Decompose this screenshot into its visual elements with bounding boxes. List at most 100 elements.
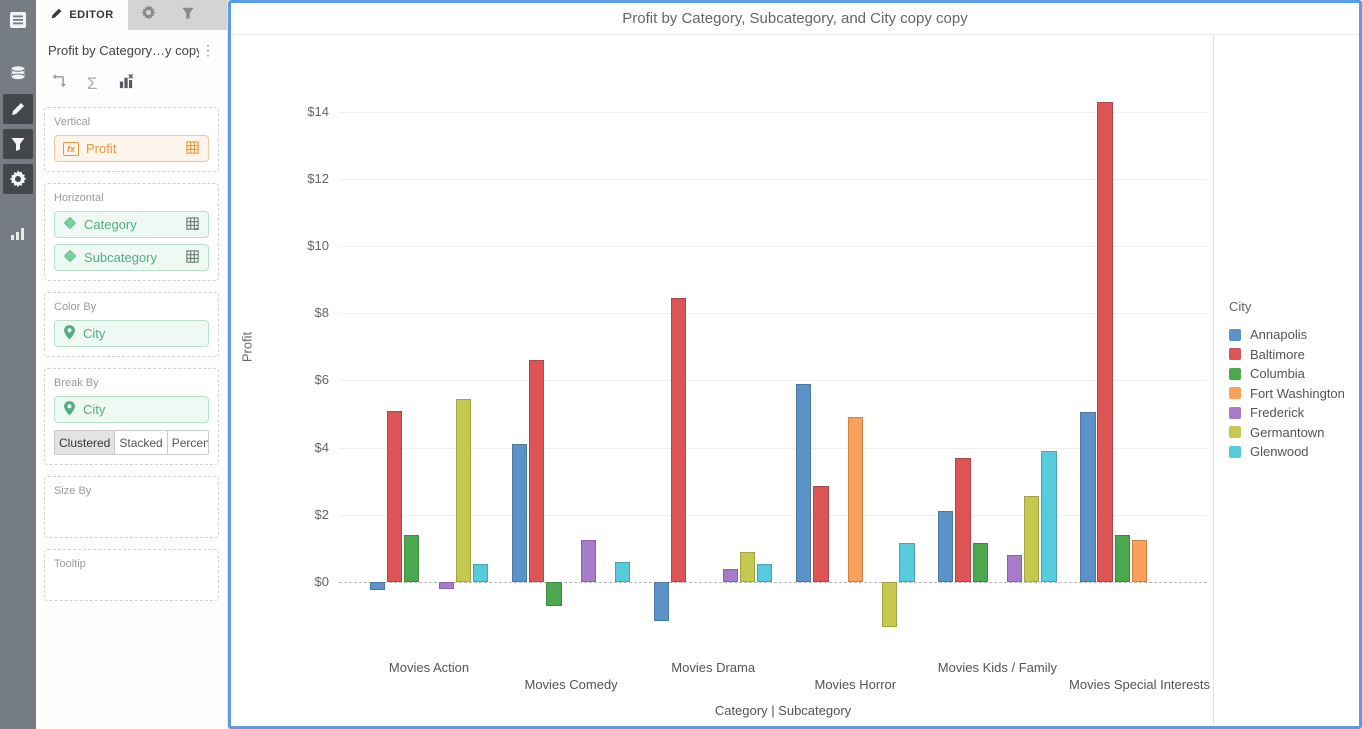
- x-axis-category-label: Movies Comedy: [524, 677, 618, 692]
- bar-germantown[interactable]: [455, 398, 472, 582]
- section-color-by: Color By City: [44, 292, 219, 357]
- mode-clustered-button[interactable]: Clustered: [55, 431, 116, 454]
- x-axis-category-label: Movies Action: [388, 660, 470, 675]
- bar-baltimore[interactable]: [671, 298, 687, 582]
- settings-gear-icon[interactable]: [3, 164, 33, 194]
- rerun-arrow-icon[interactable]: [50, 73, 67, 95]
- legend-item-frederick[interactable]: Frederick: [1229, 405, 1359, 420]
- legend-item-germantown[interactable]: Germantown: [1229, 425, 1359, 440]
- bar-annapolis[interactable]: [511, 444, 528, 582]
- widget-menu-kebab-icon[interactable]: ⋮: [201, 42, 215, 58]
- bar-fort-washington[interactable]: [1131, 540, 1148, 582]
- field-pill-subcategory[interactable]: Subcategory: [54, 244, 209, 271]
- legend-label: Germantown: [1250, 424, 1325, 440]
- bar-glenwood[interactable]: [757, 563, 773, 582]
- field-pill-subcategory-label: Subcategory: [84, 250, 157, 265]
- tab-settings[interactable]: [128, 0, 168, 30]
- datasource-icon[interactable]: [3, 59, 33, 89]
- gridline: [339, 514, 1207, 516]
- field-pill-color-city[interactable]: City: [54, 320, 209, 347]
- bar-frederick[interactable]: [722, 568, 739, 582]
- tab-editor-label: EDITOR: [69, 9, 114, 21]
- bar-baltimore[interactable]: [813, 486, 829, 582]
- legend-item-fort-washington[interactable]: Fort Washington: [1229, 386, 1359, 401]
- widget-list-icon[interactable]: [3, 5, 33, 35]
- field-pill-category[interactable]: Category: [54, 211, 209, 238]
- legend-item-glenwood[interactable]: Glenwood: [1229, 444, 1359, 459]
- bar-germantown[interactable]: [882, 582, 898, 628]
- legend-label: Frederick: [1250, 405, 1305, 420]
- bar-fort-washington[interactable]: [847, 417, 863, 582]
- grid-table-icon[interactable]: [185, 140, 200, 158]
- dimension-diamond-icon: [63, 216, 77, 233]
- legend-swatch: [1229, 367, 1241, 380]
- bar-frederick[interactable]: [1006, 555, 1023, 582]
- editor-panel: EDITOR Profit by Category…y copy ⋮ Σ Ver…: [36, 0, 228, 729]
- legend-label: Glenwood: [1250, 444, 1309, 459]
- legend-item-annapolis[interactable]: Annapolis: [1229, 327, 1359, 342]
- mode-stacked-button[interactable]: Stacked: [115, 431, 168, 454]
- tab-editor[interactable]: EDITOR: [36, 0, 128, 30]
- bar-baltimore[interactable]: [955, 457, 971, 582]
- bar-columbia[interactable]: [972, 543, 988, 582]
- analytics-bars-icon[interactable]: [3, 218, 33, 248]
- gridline: [339, 447, 1207, 449]
- y-axis-tick-label: $2: [314, 506, 329, 522]
- field-pill-break-city[interactable]: City: [54, 396, 209, 423]
- section-vertical: Vertical fx Profit: [44, 107, 219, 172]
- bar-annapolis[interactable]: [796, 383, 812, 582]
- mode-percent-button[interactable]: Percent: [167, 431, 208, 454]
- bar-annapolis[interactable]: [1080, 412, 1096, 582]
- tab-filters[interactable]: [168, 0, 208, 30]
- bar-annapolis[interactable]: [653, 582, 670, 621]
- chart-title: Profit by Category, Subcategory, and Cit…: [231, 3, 1359, 35]
- bar-frederick[interactable]: [580, 540, 596, 582]
- bar-baltimore[interactable]: [1097, 101, 1113, 582]
- editor-tabbar: EDITOR: [36, 0, 227, 30]
- legend-swatch: [1229, 426, 1241, 438]
- chart-main: Profit $0 $2 $4 $6 $8 $10 $12 $14 Movies Action M…: [231, 36, 1359, 726]
- y-axis-tick-label: $14: [307, 103, 329, 119]
- left-icon-rail: [0, 0, 36, 729]
- filter-icon[interactable]: [3, 129, 33, 159]
- y-axis-tick-label: $12: [307, 170, 329, 186]
- chart-widget: Profit by Category, Subcategory, and Cit…: [228, 0, 1362, 729]
- bar-columbia[interactable]: [404, 534, 420, 582]
- edit-pencil-icon[interactable]: [3, 94, 33, 124]
- bar-frederick[interactable]: [438, 582, 454, 589]
- grid-table-icon[interactable]: [185, 249, 200, 267]
- gridline: [339, 178, 1207, 180]
- bar-glenwood[interactable]: [1041, 450, 1057, 582]
- bar-baltimore[interactable]: [529, 360, 545, 582]
- bar-germantown[interactable]: [1024, 496, 1040, 582]
- bar-glenwood[interactable]: [472, 563, 489, 582]
- section-tooltip[interactable]: Tooltip: [44, 549, 219, 601]
- section-size-by[interactable]: Size By: [44, 476, 219, 538]
- bar-annapolis[interactable]: [369, 582, 386, 591]
- legend-title: City: [1229, 298, 1252, 314]
- field-pill-profit[interactable]: fx Profit: [54, 135, 209, 162]
- legend-item-baltimore[interactable]: Baltimore: [1229, 347, 1359, 362]
- funnel-icon: [181, 6, 195, 25]
- y-axis-title: Profit: [239, 331, 255, 363]
- gridline: [339, 380, 1207, 382]
- bar-germantown[interactable]: [739, 551, 756, 582]
- section-horizontal-label: Horizontal: [54, 192, 104, 204]
- widget-title-truncated: Profit by Category…y copy: [48, 43, 199, 58]
- sigma-aggregation-icon[interactable]: Σ: [87, 74, 98, 93]
- legend-item-columbia[interactable]: Columbia: [1229, 366, 1359, 381]
- bar-glenwood[interactable]: [615, 561, 631, 582]
- grid-table-icon[interactable]: [185, 216, 200, 234]
- section-break-by: Break By City Clustered Stacked Percent: [44, 368, 219, 465]
- bar-baltimore[interactable]: [386, 410, 403, 582]
- bar-glenwood[interactable]: [899, 543, 915, 582]
- legend-label: Baltimore: [1250, 346, 1305, 362]
- chart-type-remove-icon[interactable]: [118, 73, 135, 95]
- bar-columbia[interactable]: [546, 582, 562, 606]
- bar-annapolis[interactable]: [938, 511, 954, 582]
- y-axis-tick-label: $8: [314, 305, 329, 321]
- legend: City Annapolis Baltimore Columbia Fort Wash…: [1213, 36, 1359, 726]
- legend-swatch: [1229, 406, 1241, 419]
- bar-columbia[interactable]: [1114, 534, 1130, 582]
- editor-toolbar: Σ: [36, 63, 227, 107]
